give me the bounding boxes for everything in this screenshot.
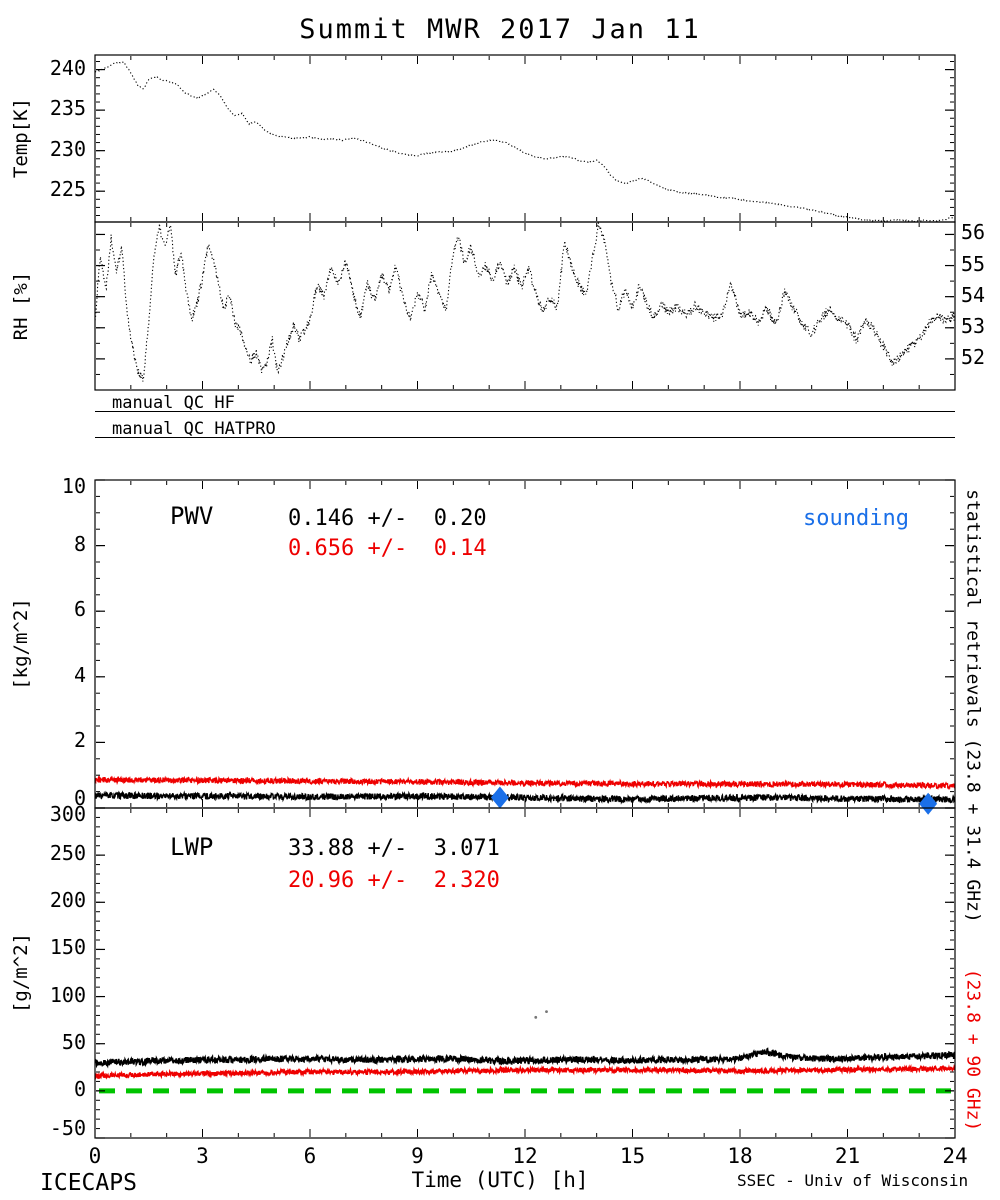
x-tick-label: 3 [196, 1144, 209, 1168]
chart-title: Summit MWR 2017 Jan 11 [299, 14, 701, 45]
footer-ssec: SSEC - Univ of Wisconsin [737, 1171, 969, 1190]
rh-ytick-label: 52 [961, 344, 986, 369]
pwv-pwv-hatpro-line [95, 774, 955, 791]
pwv-pwv-hf-line [95, 790, 955, 805]
rh-relative-humidity-line [95, 222, 955, 382]
qc-hatpro-label: manual QC HATPRO [112, 419, 276, 439]
lwp-outlier-dot [534, 1015, 538, 1019]
lwp-stat-black: 33.88 +/- 3.071 [288, 836, 500, 861]
lwp-ytick-label: -50 [49, 1116, 86, 1140]
pwv-ytick-label: 4 [73, 662, 86, 687]
pwv-axis-ticks [94, 479, 956, 809]
lwp-ytick-label: 100 [49, 982, 86, 1007]
rh-ytick-label: 53 [961, 313, 986, 338]
x-tick-label: 12 [512, 1144, 538, 1168]
lwp-ytick-label: 250 [49, 841, 86, 866]
pwv-ytick-label: 6 [73, 597, 86, 622]
x-tick-label: 0 [88, 1144, 102, 1168]
rh-axis-label: RH [%] [10, 271, 33, 341]
temp-axis-ticks [94, 56, 956, 221]
temp-ytick-label: 230 [49, 136, 86, 161]
x-tick-label: 15 [619, 1144, 646, 1168]
sounding-legend: sounding [803, 506, 909, 531]
right-retrieval-label-black: statistical retrievals (23.8 + 31.4 GHz) [962, 489, 984, 923]
lwp-lwp-hf-line [95, 1047, 955, 1069]
footer-icecaps: ICECAPS [40, 1170, 137, 1196]
lwp-ytick-label: 150 [49, 935, 86, 960]
sounding-diamond [490, 786, 509, 809]
rh-ytick-label: 54 [961, 282, 986, 307]
pwv-ytick-label: 0 [73, 786, 86, 810]
lwp-outlier-dot [545, 1010, 548, 1014]
x-tick-label: 6 [303, 1144, 317, 1168]
temp-ytick-label: 235 [49, 96, 86, 121]
rh-ytick-label: 56 [961, 220, 986, 245]
pwv-plot-area [95, 774, 955, 805]
rh-ytick-label: 55 [961, 251, 986, 276]
pwv-ytick-label: 8 [73, 531, 86, 556]
temp-panel-border [94, 54, 956, 223]
rh-axis-ticks [94, 223, 956, 391]
x-tick-label: 24 [942, 1144, 968, 1168]
lwp-stat-red: 20.96 +/- 2.320 [288, 868, 500, 893]
pwv-label: PWV [170, 502, 214, 530]
x-tick-label: 21 [834, 1144, 861, 1168]
rh-panel-border [94, 221, 956, 391]
lwp-ytick-label: 200 [49, 888, 86, 913]
x-tick-label: 9 [411, 1144, 424, 1168]
pwv-ytick-label: 2 [73, 728, 86, 753]
qc-hf-label: manual QC HF [112, 393, 235, 413]
lwp-ytick-label: 0 [73, 1076, 86, 1101]
pwv-stat-red: 0.656 +/- 0.14 [288, 536, 487, 561]
sounding-diamond [919, 792, 938, 815]
lwp-ytick-label: 50 [61, 1029, 86, 1054]
temp-temperature-line [95, 61, 955, 222]
pwv-ytick-label: 10 [61, 474, 86, 498]
lwp-lwp-hatpro-line [95, 1063, 955, 1080]
lwp-label: LWP [170, 833, 214, 861]
lwp-plot-area [95, 1010, 955, 1094]
x-tick-label: 18 [727, 1144, 753, 1168]
lwp-ytick-label: 300 [49, 802, 86, 826]
right-retrieval-label-red: (23.8 + 90 GHz) [962, 968, 984, 1132]
pwv-stat-black: 0.146 +/- 0.20 [288, 506, 487, 531]
x-axis-title: Time (UTC) [h] [411, 1168, 589, 1192]
temp-ytick-label: 225 [49, 177, 86, 202]
lwp-axis-ticks [94, 807, 956, 1139]
lwp-panel-border [94, 807, 956, 1139]
rh-plot-area [95, 222, 955, 382]
temp-plot-area [95, 61, 955, 222]
temp-ytick-label: 240 [49, 55, 86, 80]
